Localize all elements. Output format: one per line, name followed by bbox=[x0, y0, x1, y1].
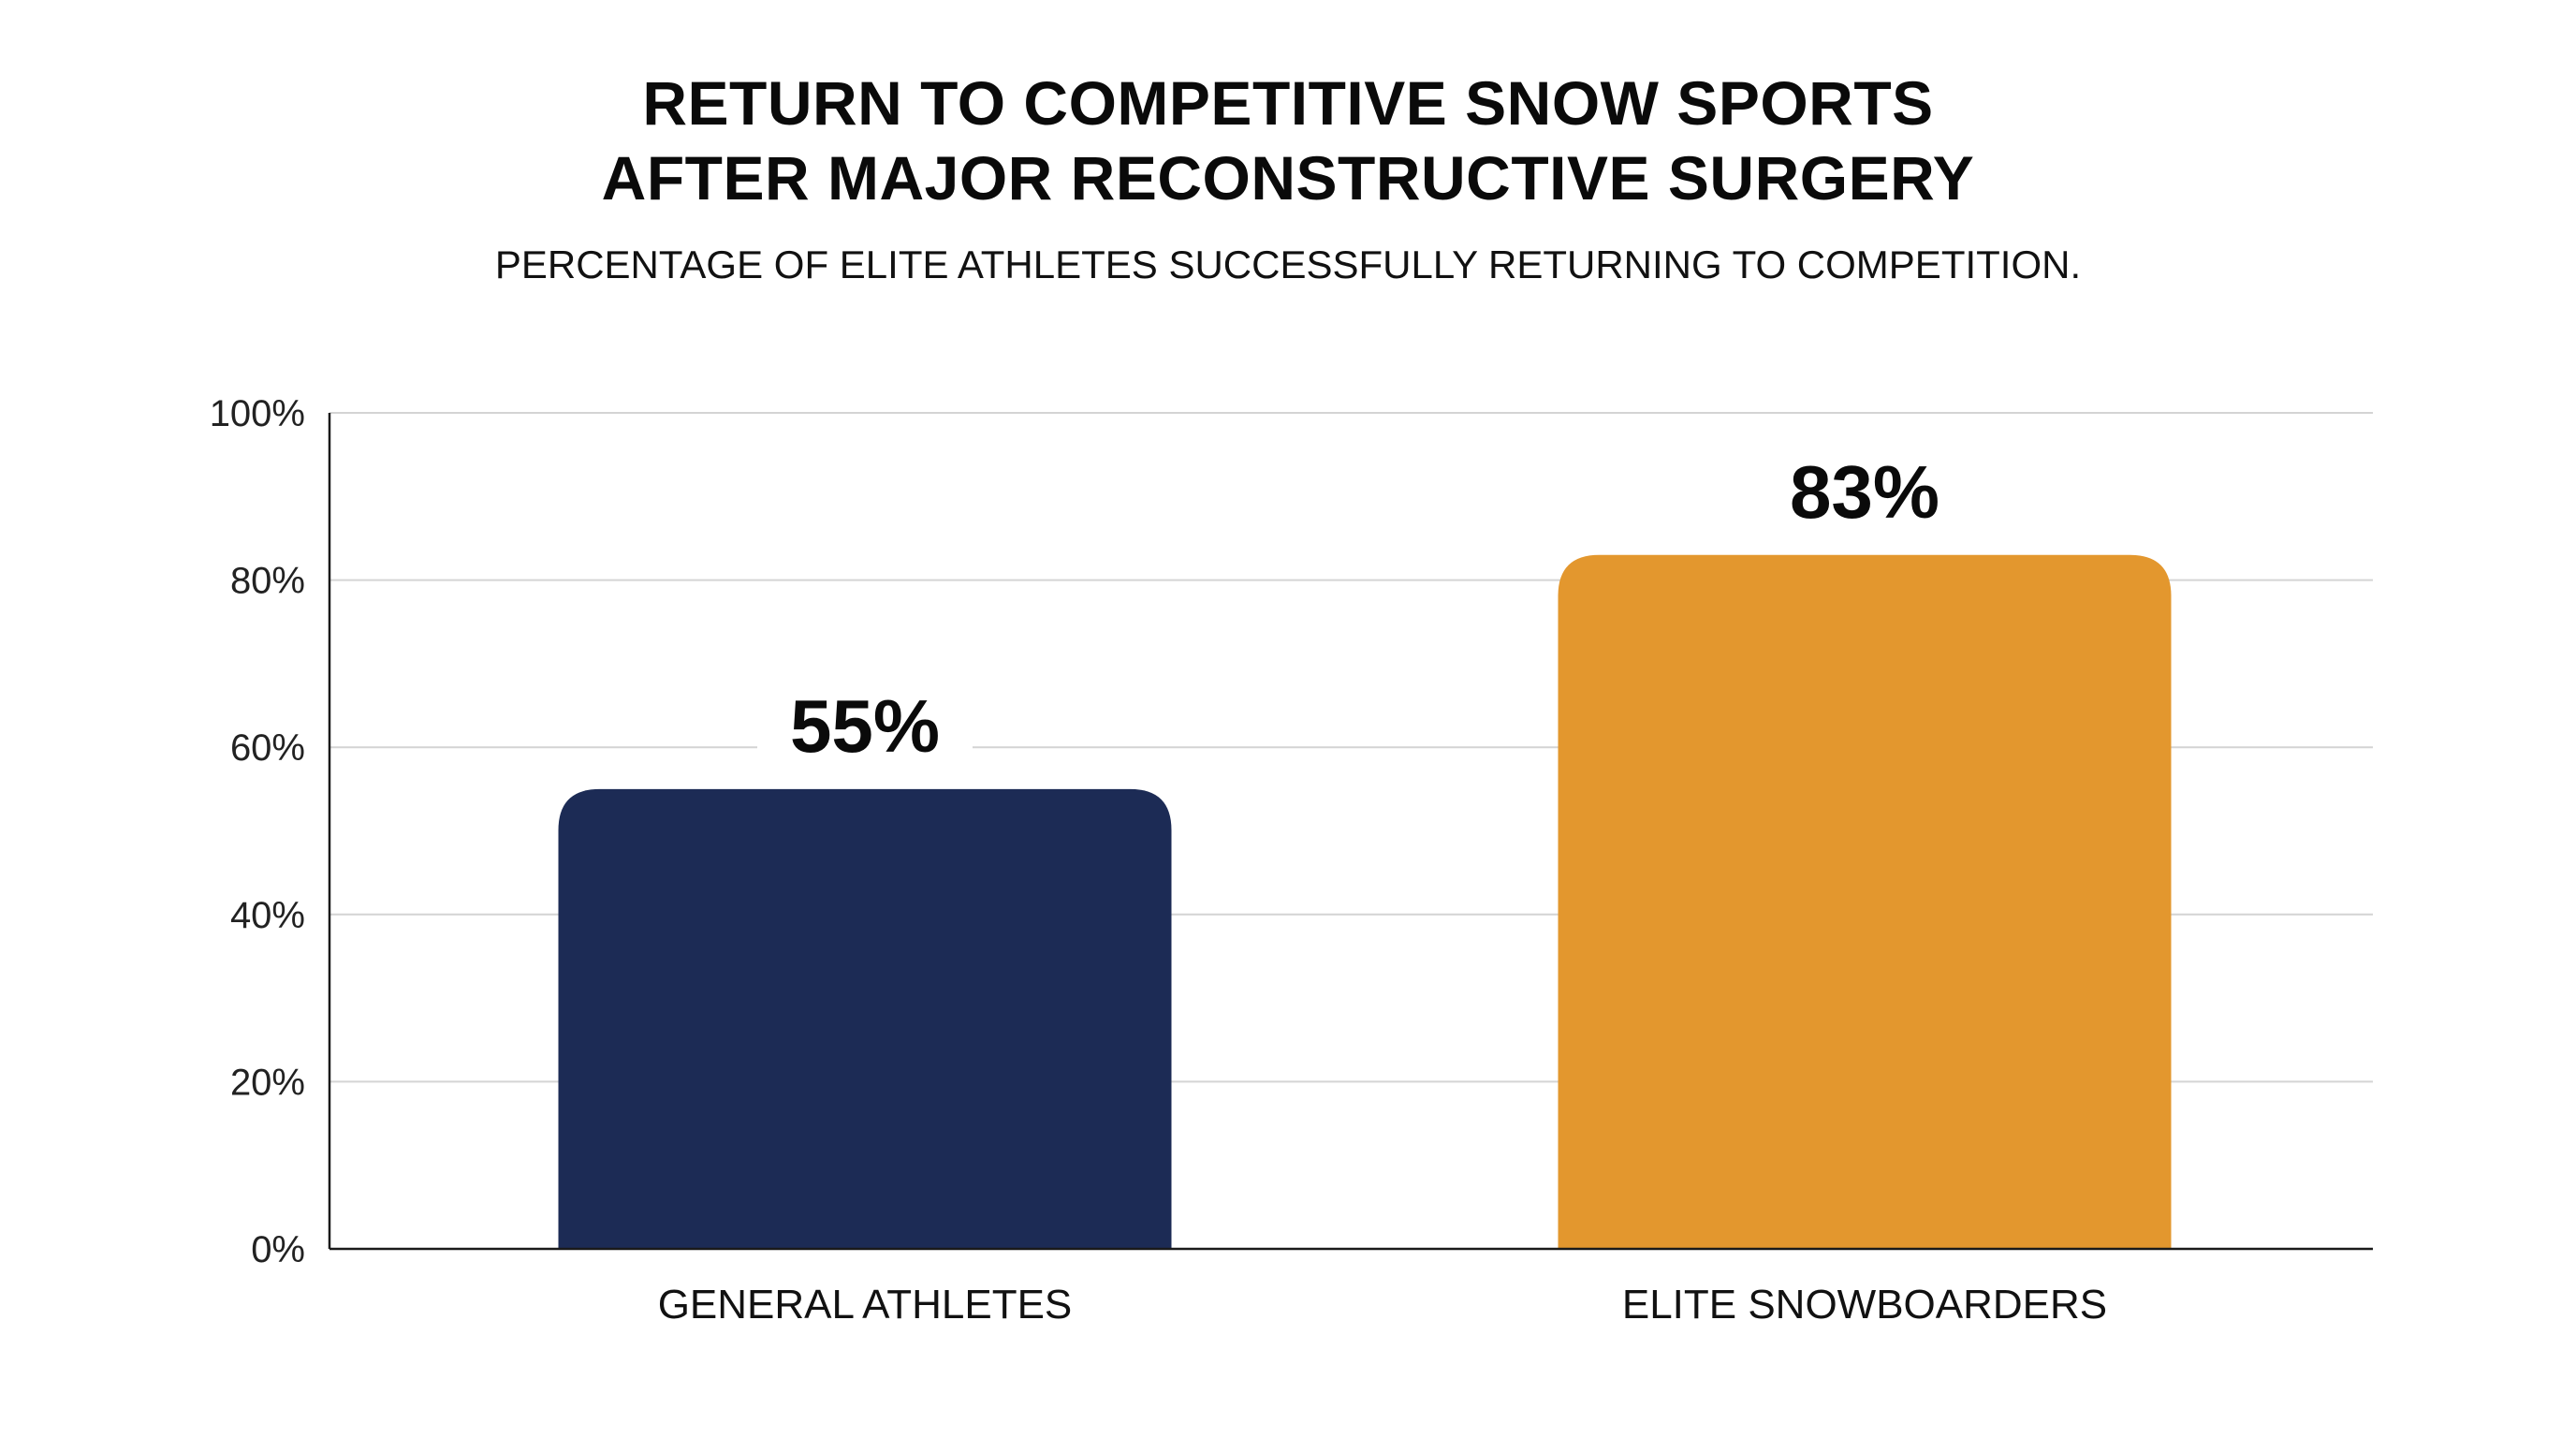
data-label: 55% bbox=[790, 684, 940, 768]
y-tick-label: 80% bbox=[230, 561, 305, 602]
chart-title-block: RETURN TO COMPETITIVE SNOW SPORTS AFTER … bbox=[0, 66, 2576, 288]
data-label-background bbox=[1757, 449, 1972, 533]
y-tick-label: 60% bbox=[230, 727, 305, 769]
data-label: 83% bbox=[1790, 450, 1939, 534]
x-tick-label: ELITE SNOWBOARDERS bbox=[1622, 1282, 2107, 1328]
chart-title-line-1: RETURN TO COMPETITIVE SNOW SPORTS bbox=[642, 68, 1934, 138]
chart-title-line-2: AFTER MAJOR RECONSTRUCTIVE SURGERY bbox=[601, 143, 1975, 213]
data-label-background bbox=[757, 683, 973, 767]
chart-subtitle: PERCENTAGE OF ELITE ATHLETES SUCCESSFULL… bbox=[494, 242, 2082, 286]
y-tick-label: 20% bbox=[230, 1062, 305, 1103]
y-tick-label: 40% bbox=[230, 895, 305, 936]
bar bbox=[1558, 554, 2172, 1249]
y-tick-label: 100% bbox=[210, 393, 305, 434]
x-tick-label: GENERAL ATHLETES bbox=[658, 1282, 1073, 1328]
y-tick-label: 0% bbox=[251, 1229, 305, 1270]
bar bbox=[558, 788, 1172, 1249]
